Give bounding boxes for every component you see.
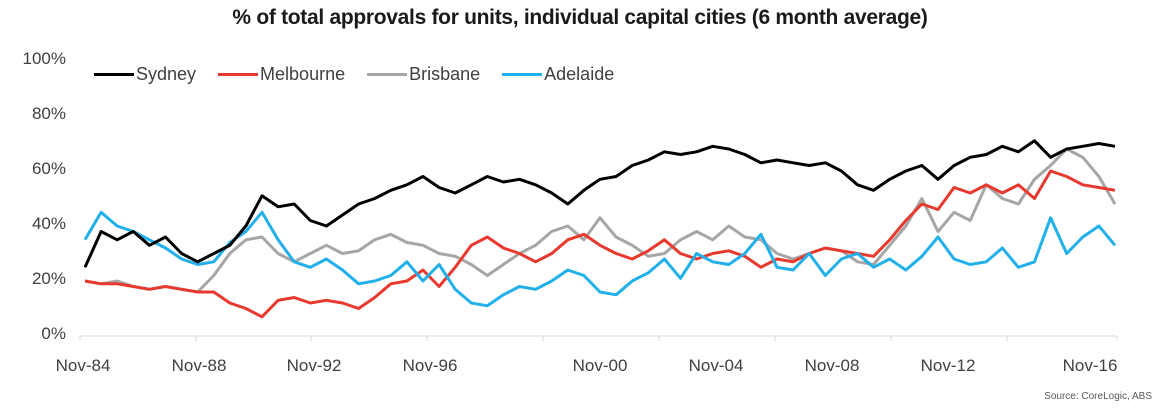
legend-swatch-adelaide xyxy=(502,73,543,76)
series-line-brisbane xyxy=(84,147,1117,294)
x-tick-nov-00: Nov-00 xyxy=(572,356,628,375)
legend-item-adelaide: Adelaide xyxy=(502,64,614,85)
y-tick-20: 20% xyxy=(31,269,66,288)
series-line-adelaide xyxy=(83,210,1117,308)
legend-swatch-sydney xyxy=(94,73,134,76)
series-line-sydney xyxy=(83,139,1116,268)
x-tick-nov-12: Nov-12 xyxy=(920,356,976,375)
x-axis-ticks xyxy=(79,336,1118,341)
x-tick-nov-08: Nov-08 xyxy=(804,356,860,375)
y-tick-0: 0% xyxy=(41,324,66,343)
legend-item-sydney: Sydney xyxy=(94,64,196,85)
legend-item-melbourne: Melbourne xyxy=(218,64,345,85)
series-line-melbourne xyxy=(84,169,1116,319)
series-lines xyxy=(83,139,1117,319)
legend-swatch-brisbane xyxy=(367,73,408,76)
y-tick-80: 80% xyxy=(31,104,66,123)
legend-label-adelaide: Adelaide xyxy=(544,64,615,84)
legend-label-brisbane: Brisbane xyxy=(409,64,481,84)
x-tick-nov-16: Nov-16 xyxy=(1062,356,1118,375)
legend-swatch-melbourne xyxy=(218,73,259,76)
y-tick-60: 60% xyxy=(31,159,66,178)
x-tick-nov-96: Nov-96 xyxy=(402,356,458,375)
legend-label-melbourne: Melbourne xyxy=(260,64,346,84)
chart-title: % of total approvals for units, individu… xyxy=(232,6,928,29)
y-tick-40: 40% xyxy=(31,214,66,233)
legend-label-sydney: Sydney xyxy=(136,64,197,84)
legend-item-brisbane: Brisbane xyxy=(367,64,480,85)
y-tick-100: 100% xyxy=(22,49,66,68)
x-tick-nov-84: Nov-84 xyxy=(55,356,111,375)
x-tick-nov-04: Nov-04 xyxy=(688,356,744,375)
source-note: Source: CoreLogic, ABS xyxy=(1044,391,1152,402)
legend: Sydney Melbourne Brisbane Adelaide xyxy=(94,64,614,85)
x-tick-nov-88: Nov-88 xyxy=(171,356,227,375)
x-tick-nov-92: Nov-92 xyxy=(286,356,342,375)
